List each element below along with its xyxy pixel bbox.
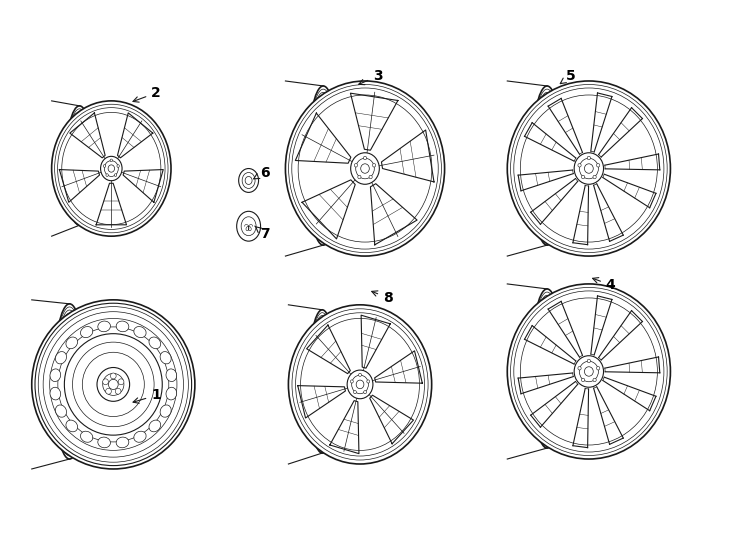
Ellipse shape	[356, 158, 374, 179]
Ellipse shape	[367, 380, 370, 383]
Ellipse shape	[369, 176, 372, 179]
Ellipse shape	[103, 379, 109, 385]
Text: 8: 8	[371, 291, 393, 305]
Ellipse shape	[584, 164, 593, 173]
Text: 2: 2	[133, 86, 161, 102]
Ellipse shape	[118, 379, 124, 385]
Ellipse shape	[116, 437, 129, 448]
Ellipse shape	[584, 367, 593, 376]
Ellipse shape	[56, 405, 67, 417]
Ellipse shape	[104, 160, 118, 177]
Ellipse shape	[81, 431, 92, 442]
Ellipse shape	[351, 153, 379, 184]
Ellipse shape	[354, 390, 357, 394]
Ellipse shape	[65, 334, 162, 435]
Ellipse shape	[98, 321, 110, 332]
Ellipse shape	[593, 378, 596, 382]
Ellipse shape	[110, 159, 112, 162]
Ellipse shape	[134, 327, 146, 338]
Ellipse shape	[115, 174, 117, 177]
Ellipse shape	[116, 321, 129, 332]
Ellipse shape	[579, 158, 598, 179]
Ellipse shape	[579, 361, 598, 382]
Ellipse shape	[149, 420, 161, 432]
Ellipse shape	[166, 369, 177, 382]
Ellipse shape	[350, 380, 353, 383]
Ellipse shape	[50, 387, 61, 400]
Ellipse shape	[166, 387, 177, 400]
Ellipse shape	[239, 168, 258, 192]
Ellipse shape	[103, 165, 106, 167]
Text: 5: 5	[560, 69, 575, 84]
Ellipse shape	[574, 356, 603, 387]
Ellipse shape	[66, 420, 78, 432]
Ellipse shape	[51, 101, 171, 236]
Text: 4: 4	[592, 278, 616, 292]
Ellipse shape	[106, 174, 109, 177]
Text: 7: 7	[255, 226, 269, 241]
Ellipse shape	[241, 217, 256, 235]
Ellipse shape	[50, 369, 61, 382]
Ellipse shape	[288, 305, 432, 464]
Ellipse shape	[242, 172, 255, 188]
Ellipse shape	[286, 81, 445, 256]
Ellipse shape	[117, 165, 120, 167]
Ellipse shape	[149, 337, 161, 349]
Ellipse shape	[134, 431, 146, 442]
Ellipse shape	[236, 211, 261, 241]
Ellipse shape	[32, 300, 195, 469]
Ellipse shape	[101, 157, 122, 181]
Ellipse shape	[109, 379, 118, 389]
Ellipse shape	[581, 378, 585, 382]
Text: 3: 3	[359, 69, 382, 85]
Ellipse shape	[108, 165, 115, 172]
Ellipse shape	[356, 380, 364, 389]
Ellipse shape	[106, 388, 112, 394]
Ellipse shape	[578, 367, 581, 370]
Ellipse shape	[372, 164, 376, 167]
Ellipse shape	[587, 359, 590, 363]
Ellipse shape	[597, 164, 600, 167]
Ellipse shape	[357, 176, 361, 179]
Ellipse shape	[355, 164, 357, 167]
Ellipse shape	[507, 81, 670, 256]
Ellipse shape	[73, 342, 154, 427]
Ellipse shape	[587, 156, 590, 160]
Ellipse shape	[359, 373, 361, 376]
Ellipse shape	[56, 352, 67, 364]
Ellipse shape	[97, 368, 130, 401]
Ellipse shape	[103, 374, 124, 395]
Ellipse shape	[98, 437, 110, 448]
Ellipse shape	[160, 405, 171, 417]
Ellipse shape	[352, 375, 368, 394]
Ellipse shape	[363, 156, 366, 160]
Ellipse shape	[115, 388, 121, 394]
Text: 1: 1	[133, 388, 161, 403]
Ellipse shape	[66, 337, 78, 349]
Ellipse shape	[578, 164, 581, 167]
Ellipse shape	[581, 176, 585, 179]
Ellipse shape	[363, 390, 366, 394]
Ellipse shape	[360, 164, 369, 173]
Text: 6: 6	[254, 165, 269, 179]
Ellipse shape	[574, 153, 603, 184]
Ellipse shape	[81, 327, 92, 338]
Ellipse shape	[347, 370, 373, 399]
Ellipse shape	[597, 367, 600, 370]
Ellipse shape	[593, 176, 596, 179]
Ellipse shape	[160, 352, 171, 364]
Ellipse shape	[110, 373, 116, 379]
Ellipse shape	[245, 177, 252, 185]
Ellipse shape	[507, 284, 670, 459]
Ellipse shape	[82, 352, 145, 416]
